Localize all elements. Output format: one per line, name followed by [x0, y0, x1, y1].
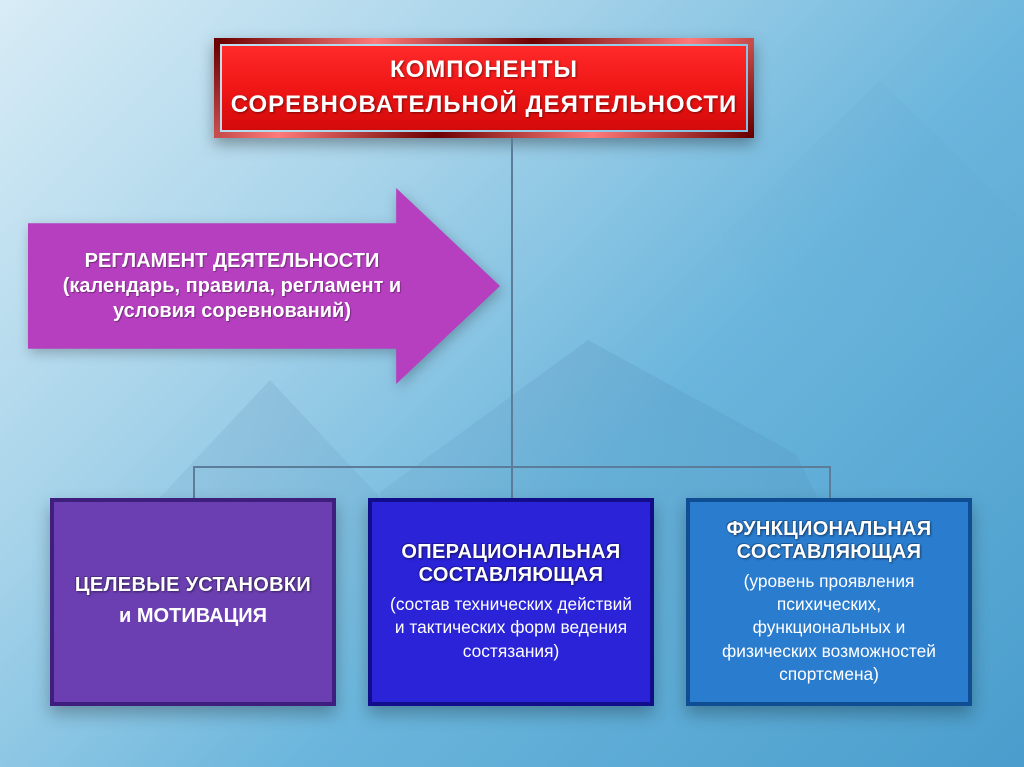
arrow-shape: РЕГЛАМЕНТ ДЕЯТЕЛЬНОСТИ (календарь, прави…	[28, 188, 500, 384]
arrow-label: РЕГЛАМЕНТ ДЕЯТЕЛЬНОСТИ (календарь, прави…	[28, 249, 500, 324]
connector-line	[829, 466, 831, 498]
component-box-functional: ФУНКЦИОНАЛЬНАЯ СОСТАВЛЯЮЩАЯ (уровень проя…	[686, 498, 972, 706]
connector-line	[511, 466, 513, 498]
background-shape	[720, 80, 1024, 340]
regulation-arrow: РЕГЛАМЕНТ ДЕЯТЕЛЬНОСТИ (календарь, прави…	[28, 188, 500, 384]
component-box-goal: ЦЕЛЕВЫЕ УСТАНОВКИ и МОТИВАЦИЯ	[50, 498, 336, 706]
title-line-1: КОМПОНЕНТЫ	[390, 53, 578, 88]
component-box-operational: ОПЕРАЦИОНАЛЬНАЯ СОСТАВЛЯЮЩАЯ (состав техн…	[368, 498, 654, 706]
title-line-2: СОРЕВНОВАТЕЛЬНОЙ ДЕЯТЕЛЬНОСТИ	[231, 88, 737, 123]
arrow-title: РЕГЛАМЕНТ ДЕЯТЕЛЬНОСТИ	[42, 249, 422, 274]
connector-line	[511, 138, 513, 466]
component-box-subtitle: (уровень проявления психических, функцио…	[708, 570, 950, 687]
component-box-subtitle: и МОТИВАЦИЯ	[119, 603, 267, 630]
component-box-title: ЦЕЛЕВЫЕ УСТАНОВКИ	[75, 574, 311, 597]
component-box-title: ОПЕРАЦИОНАЛЬНАЯ СОСТАВЛЯЮЩАЯ	[390, 541, 632, 587]
connector-line	[193, 466, 195, 498]
arrow-subtitle: (календарь, правила, регламент и условия…	[42, 274, 422, 324]
component-box-title: ФУНКЦИОНАЛЬНАЯ СОСТАВЛЯЮЩАЯ	[708, 518, 950, 564]
component-box-subtitle: (состав технических действий и тактическ…	[390, 593, 632, 663]
diagram-title-box: КОМПОНЕНТЫ СОРЕВНОВАТЕЛЬНОЙ ДЕЯТЕЛЬНОСТИ	[214, 38, 754, 138]
